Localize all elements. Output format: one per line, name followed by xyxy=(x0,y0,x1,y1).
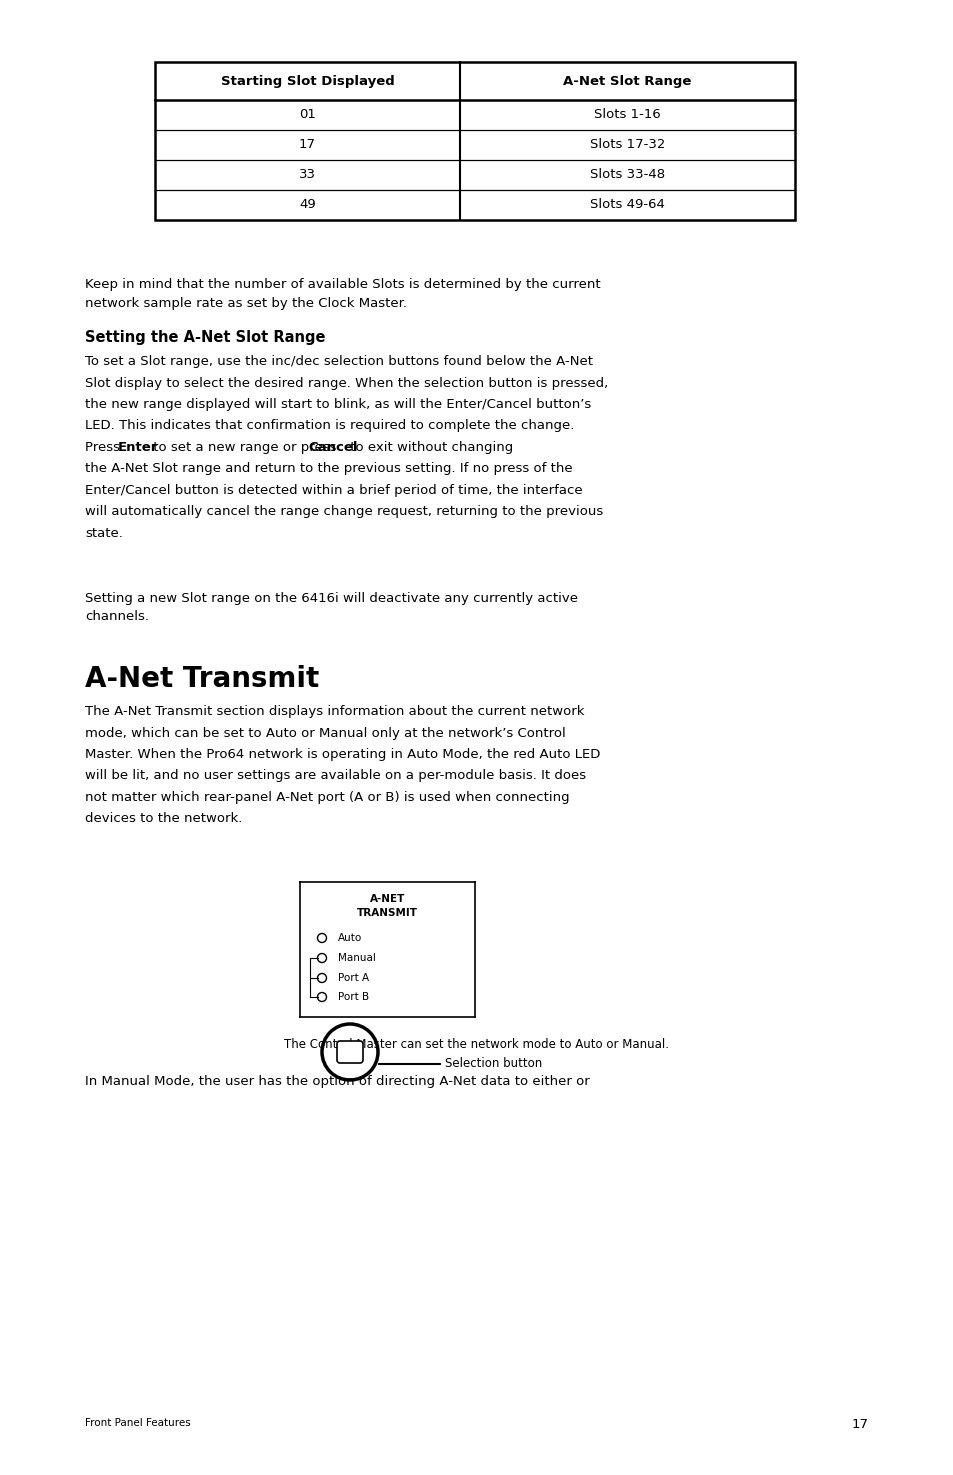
FancyBboxPatch shape xyxy=(336,1041,363,1063)
Text: A-Net Transmit: A-Net Transmit xyxy=(85,665,319,693)
Text: state.: state. xyxy=(85,527,123,540)
Text: the new range displayed will start to blink, as will the Enter/Cancel button’s: the new range displayed will start to bl… xyxy=(85,398,591,412)
Text: Slots 49-64: Slots 49-64 xyxy=(590,199,664,211)
Text: 01: 01 xyxy=(298,109,315,121)
Text: Enter/Cancel button is detected within a brief period of time, the interface: Enter/Cancel button is detected within a… xyxy=(85,484,582,497)
Text: In Manual Mode, the user has the option of directing A-Net data to either or: In Manual Mode, the user has the option … xyxy=(85,1075,589,1089)
Text: to exit without changing: to exit without changing xyxy=(345,441,513,454)
Text: will automatically cancel the range change request, returning to the previous: will automatically cancel the range chan… xyxy=(85,506,602,519)
Text: the A-Net Slot range and return to the previous setting. If no press of the: the A-Net Slot range and return to the p… xyxy=(85,463,572,475)
Text: Setting the A-Net Slot Range: Setting the A-Net Slot Range xyxy=(85,330,325,345)
Text: Setting a new Slot range on the 6416i will deactivate any currently active
chann: Setting a new Slot range on the 6416i wi… xyxy=(85,591,578,624)
Text: To set a Slot range, use the inc/dec selection buttons found below the A-Net: To set a Slot range, use the inc/dec sel… xyxy=(85,355,593,367)
Text: Slots 33-48: Slots 33-48 xyxy=(589,168,664,181)
Text: The A-Net Transmit section displays information about the current network: The A-Net Transmit section displays info… xyxy=(85,705,584,718)
Text: Front Panel Features: Front Panel Features xyxy=(85,1417,191,1428)
Text: 49: 49 xyxy=(299,199,315,211)
Text: Slots 1-16: Slots 1-16 xyxy=(594,109,660,121)
Text: Slots 17-32: Slots 17-32 xyxy=(589,139,664,152)
Text: not matter which rear-panel A-Net port (A or B) is used when connecting: not matter which rear-panel A-Net port (… xyxy=(85,791,569,804)
Text: Port A: Port A xyxy=(337,974,369,982)
Text: 17: 17 xyxy=(851,1417,868,1431)
Text: Press: Press xyxy=(85,441,124,454)
Text: 17: 17 xyxy=(298,139,315,152)
Text: mode, which can be set to Auto or Manual only at the network’s Control: mode, which can be set to Auto or Manual… xyxy=(85,727,565,739)
Text: Master. When the Pro64 network is operating in Auto Mode, the red Auto LED: Master. When the Pro64 network is operat… xyxy=(85,748,599,761)
Text: LED. This indicates that confirmation is required to complete the change.: LED. This indicates that confirmation is… xyxy=(85,419,574,432)
Text: Keep in mind that the number of available Slots is determined by the current
net: Keep in mind that the number of availabl… xyxy=(85,277,600,310)
Text: Port B: Port B xyxy=(337,993,369,1002)
Text: devices to the network.: devices to the network. xyxy=(85,813,242,826)
Text: Cancel: Cancel xyxy=(309,441,357,454)
Text: Starting Slot Displayed: Starting Slot Displayed xyxy=(220,75,394,87)
Text: Selection button: Selection button xyxy=(444,1058,541,1071)
Text: Auto: Auto xyxy=(337,934,362,943)
Text: Slot display to select the desired range. When the selection button is pressed,: Slot display to select the desired range… xyxy=(85,376,608,389)
Text: The Control Master can set the network mode to Auto or Manual.: The Control Master can set the network m… xyxy=(284,1038,669,1052)
Text: will be lit, and no user settings are available on a per-module basis. It does: will be lit, and no user settings are av… xyxy=(85,770,585,783)
Text: 33: 33 xyxy=(298,168,315,181)
Text: A-NET: A-NET xyxy=(370,894,405,904)
Text: TRANSMIT: TRANSMIT xyxy=(356,909,417,917)
Text: to set a new range or press: to set a new range or press xyxy=(149,441,340,454)
Text: A-Net Slot Range: A-Net Slot Range xyxy=(562,75,691,87)
Bar xyxy=(154,62,794,220)
Text: Manual: Manual xyxy=(337,953,375,963)
Text: Enter: Enter xyxy=(118,441,158,454)
